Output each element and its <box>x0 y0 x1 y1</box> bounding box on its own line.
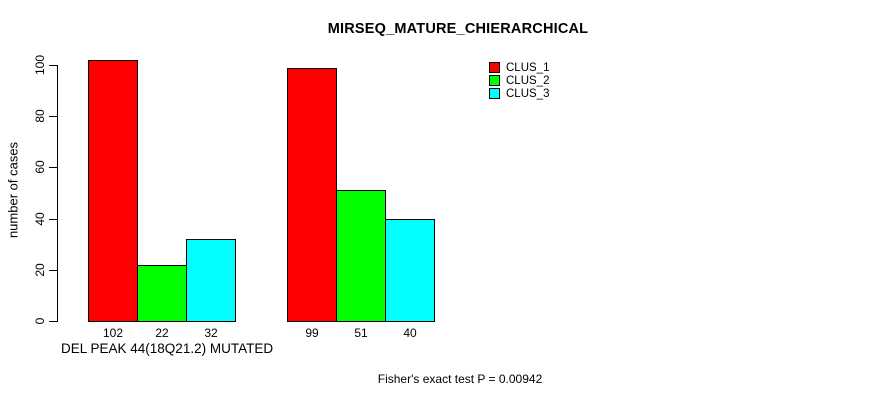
y-axis-tick-label: 60 <box>33 160 47 174</box>
legend-label-clus-1: CLUS_1 <box>506 61 550 74</box>
y-axis-tick-label: 80 <box>33 109 47 123</box>
bar-value-label: 51 <box>354 326 368 340</box>
y-axis-tick <box>49 219 57 220</box>
legend-swatch-clus-2 <box>489 75 500 86</box>
y-axis-tick <box>49 167 57 168</box>
bar-clus_2-group1 <box>137 265 187 322</box>
annotation-pvalue: Fisher's exact test P = 0.00942 <box>377 372 543 386</box>
bar-value-label: 32 <box>204 326 218 340</box>
y-axis-tick <box>49 270 57 271</box>
chart-title: MIRSEQ_MATURE_CHIERARCHICAL <box>327 21 589 37</box>
bar-value-label: 22 <box>155 326 169 340</box>
y-axis-tick <box>49 321 57 322</box>
y-axis-tick-label: 40 <box>33 212 47 226</box>
bar-clus_3-group2 <box>385 219 435 322</box>
y-axis-line <box>57 65 58 322</box>
bar-clus_2-group2 <box>336 190 386 322</box>
legend: CLUS_1 CLUS_2 CLUS_3 <box>489 61 550 100</box>
legend-label-clus-2: CLUS_2 <box>506 74 550 87</box>
bar-value-label: 99 <box>305 326 319 340</box>
legend-swatch-clus-1 <box>489 62 500 73</box>
legend-swatch-clus-3 <box>489 88 500 99</box>
bar-clus_1-group1 <box>88 60 138 322</box>
x-axis-group-label: DEL PEAK 44(18Q21.2) MUTATED <box>61 341 274 356</box>
bar-clus_3-group1 <box>186 239 236 322</box>
y-axis-tick-label: 0 <box>33 317 47 325</box>
y-axis-tick-label: 20 <box>33 263 47 277</box>
bar-value-label: 102 <box>102 326 124 340</box>
bar-value-label: 40 <box>403 326 417 340</box>
y-axis-tick <box>49 65 57 66</box>
y-axis-tick <box>49 116 57 117</box>
legend-item-clus-1: CLUS_1 <box>489 61 550 74</box>
legend-item-clus-3: CLUS_3 <box>489 87 550 100</box>
y-axis-tick-label: 100 <box>33 54 47 76</box>
legend-item-clus-2: CLUS_2 <box>489 74 550 87</box>
legend-label-clus-3: CLUS_3 <box>506 87 550 100</box>
bar-clus_1-group2 <box>287 68 337 322</box>
